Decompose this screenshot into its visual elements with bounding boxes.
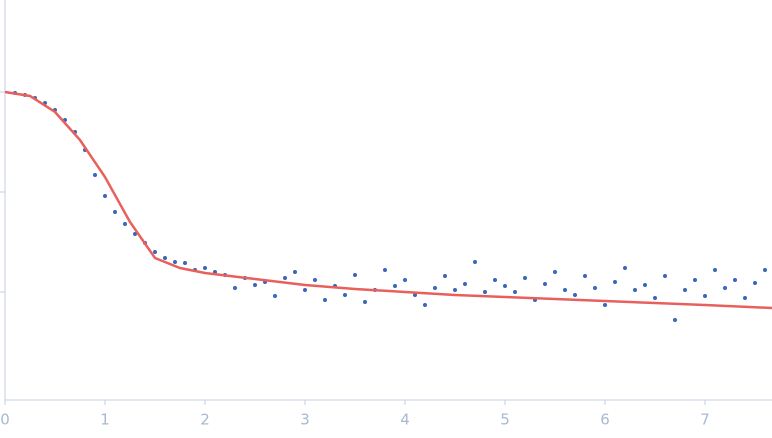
data-point	[503, 284, 507, 288]
data-point	[603, 303, 607, 307]
data-point	[403, 278, 407, 282]
data-point	[303, 288, 307, 292]
fit-line	[4, 90, 772, 310]
data-point	[633, 288, 637, 292]
data-point	[763, 268, 767, 272]
data-point	[573, 293, 577, 297]
data-point	[93, 173, 97, 177]
x-tick-label: 4	[400, 411, 410, 429]
data-point	[643, 283, 647, 287]
data-point	[543, 282, 547, 286]
data-point	[553, 270, 557, 274]
data-point	[323, 298, 327, 302]
data-point	[283, 276, 287, 280]
x-tick-label: 0	[0, 411, 10, 429]
data-point	[443, 274, 447, 278]
data-point	[363, 300, 367, 304]
data-point	[493, 278, 497, 282]
data-point	[693, 278, 697, 282]
data-point	[483, 290, 487, 294]
data-point	[583, 274, 587, 278]
data-point	[453, 288, 457, 292]
data-point	[163, 256, 167, 260]
data-point	[133, 232, 137, 236]
data-point	[383, 268, 387, 272]
data-point	[413, 293, 417, 297]
data-point	[103, 194, 107, 198]
data-point	[293, 270, 297, 274]
data-point	[253, 283, 257, 287]
x-tick-label: 5	[500, 411, 510, 429]
x-tick-label: 2	[200, 411, 210, 429]
x-tick-label: 3	[300, 411, 310, 429]
x-tick-label: 6	[600, 411, 610, 429]
data-point	[743, 296, 747, 300]
data-point	[653, 296, 657, 300]
data-point	[183, 261, 187, 265]
data-point	[203, 266, 207, 270]
data-point	[173, 260, 177, 264]
data-point	[523, 276, 527, 280]
data-point	[703, 294, 707, 298]
data-point	[753, 281, 757, 285]
data-point	[353, 273, 357, 277]
data-point	[433, 286, 437, 290]
data-point	[343, 293, 347, 297]
data-point	[673, 318, 677, 322]
data-point	[473, 260, 477, 264]
data-point	[273, 294, 277, 298]
data-point	[313, 278, 317, 282]
data-point	[233, 286, 237, 290]
data-point	[563, 288, 567, 292]
data-point	[613, 280, 617, 284]
data-point	[733, 278, 737, 282]
x-tick-label: 7	[700, 411, 710, 429]
data-point	[723, 286, 727, 290]
data-point	[423, 303, 427, 307]
data-point	[463, 282, 467, 286]
data-point	[593, 286, 597, 290]
data-point	[393, 284, 397, 288]
data-point	[123, 222, 127, 226]
data-point	[623, 266, 627, 270]
data-point	[683, 288, 687, 292]
x-tick-label: 1	[100, 411, 110, 429]
data-point	[113, 210, 117, 214]
data-point	[713, 268, 717, 272]
data-point	[513, 290, 517, 294]
data-point	[663, 274, 667, 278]
data-point	[153, 250, 157, 254]
